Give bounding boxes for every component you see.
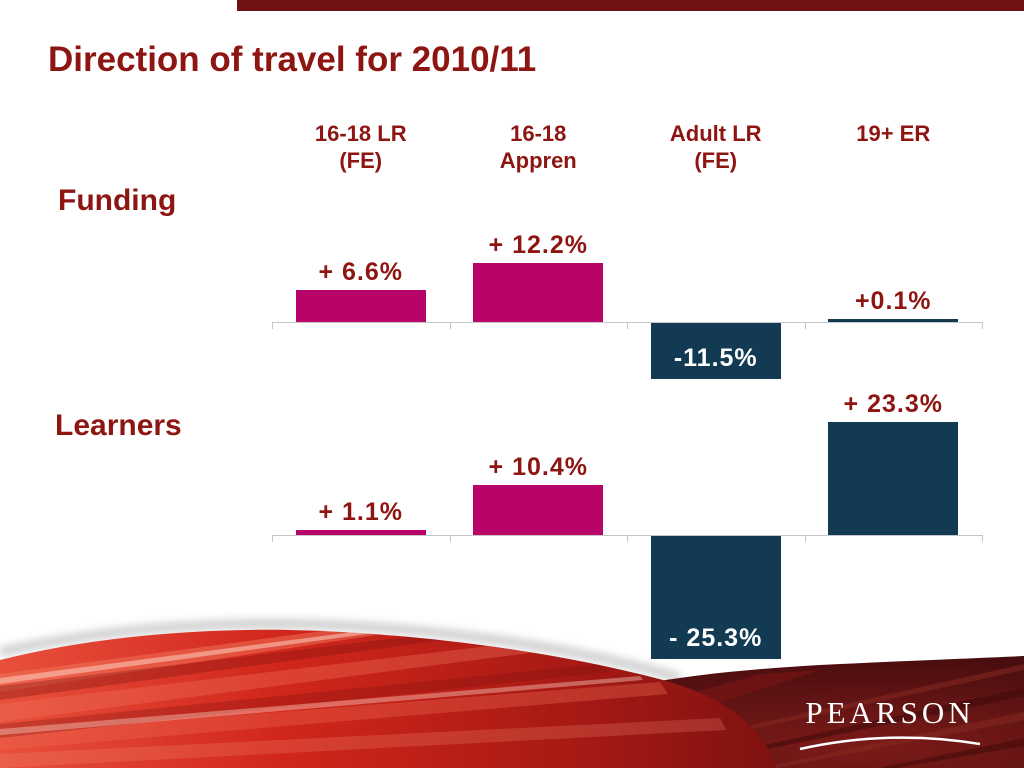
axis-tick	[627, 535, 628, 542]
row-label-learners: Learners	[55, 409, 182, 442]
column-header: Adult LR (FE)	[627, 120, 805, 174]
bottom-swoosh	[0, 618, 1024, 768]
column-header-line: 19+ ER	[856, 121, 931, 146]
column-header-line: Appren	[499, 148, 577, 173]
axis-tick	[272, 322, 273, 329]
logo-arc	[799, 736, 981, 751]
axis-tick	[449, 535, 451, 542]
column-header: 19+ ER	[805, 120, 983, 147]
bar-learners-1	[473, 484, 604, 535]
swoosh-red-rays	[0, 629, 726, 768]
bar-learners-2	[650, 536, 781, 659]
value-label: - 25.3%	[669, 623, 763, 652]
column-header-line: 16-18 LR	[314, 121, 407, 146]
page-title: Direction of travel for 2010/11	[48, 40, 537, 79]
bar-learners-3	[828, 421, 959, 535]
bar-funding-0	[295, 289, 426, 322]
row-label-funding: Funding	[58, 184, 177, 217]
value-label: + 6.6%	[318, 257, 404, 286]
axis-tick	[449, 322, 451, 329]
value-label: + 23.3%	[843, 389, 943, 418]
axis-tick	[804, 322, 806, 329]
bar-funding-1	[473, 262, 604, 322]
value-label: -11.5%	[673, 343, 758, 372]
axis-tick	[982, 322, 983, 329]
swoosh-red-shape	[0, 629, 776, 768]
axis-tick	[272, 535, 273, 542]
column-header-line: (FE)	[694, 148, 738, 173]
value-label: + 12.2%	[488, 230, 588, 259]
swoosh-shadow	[0, 618, 682, 683]
column-header-line: (FE)	[339, 148, 383, 173]
column-header-line: 16-18	[510, 121, 567, 146]
value-label: +0.1%	[854, 287, 932, 315]
bar-funding-3	[828, 319, 959, 322]
column-header-line: Adult LR	[669, 121, 762, 146]
axis-tick	[982, 535, 983, 542]
pearson-logo: PEARSON	[805, 695, 975, 730]
axis-tick	[804, 535, 806, 542]
column-header: 16-18 Appren	[450, 120, 628, 174]
column-header: 16-18 LR (FE)	[272, 120, 450, 174]
bar-funding-2	[650, 323, 781, 379]
value-label: + 1.1%	[318, 497, 404, 526]
value-label: + 10.4%	[488, 452, 588, 481]
top-accent-bar	[237, 0, 1024, 11]
axis-tick	[627, 322, 628, 329]
bar-learners-0	[295, 529, 426, 535]
